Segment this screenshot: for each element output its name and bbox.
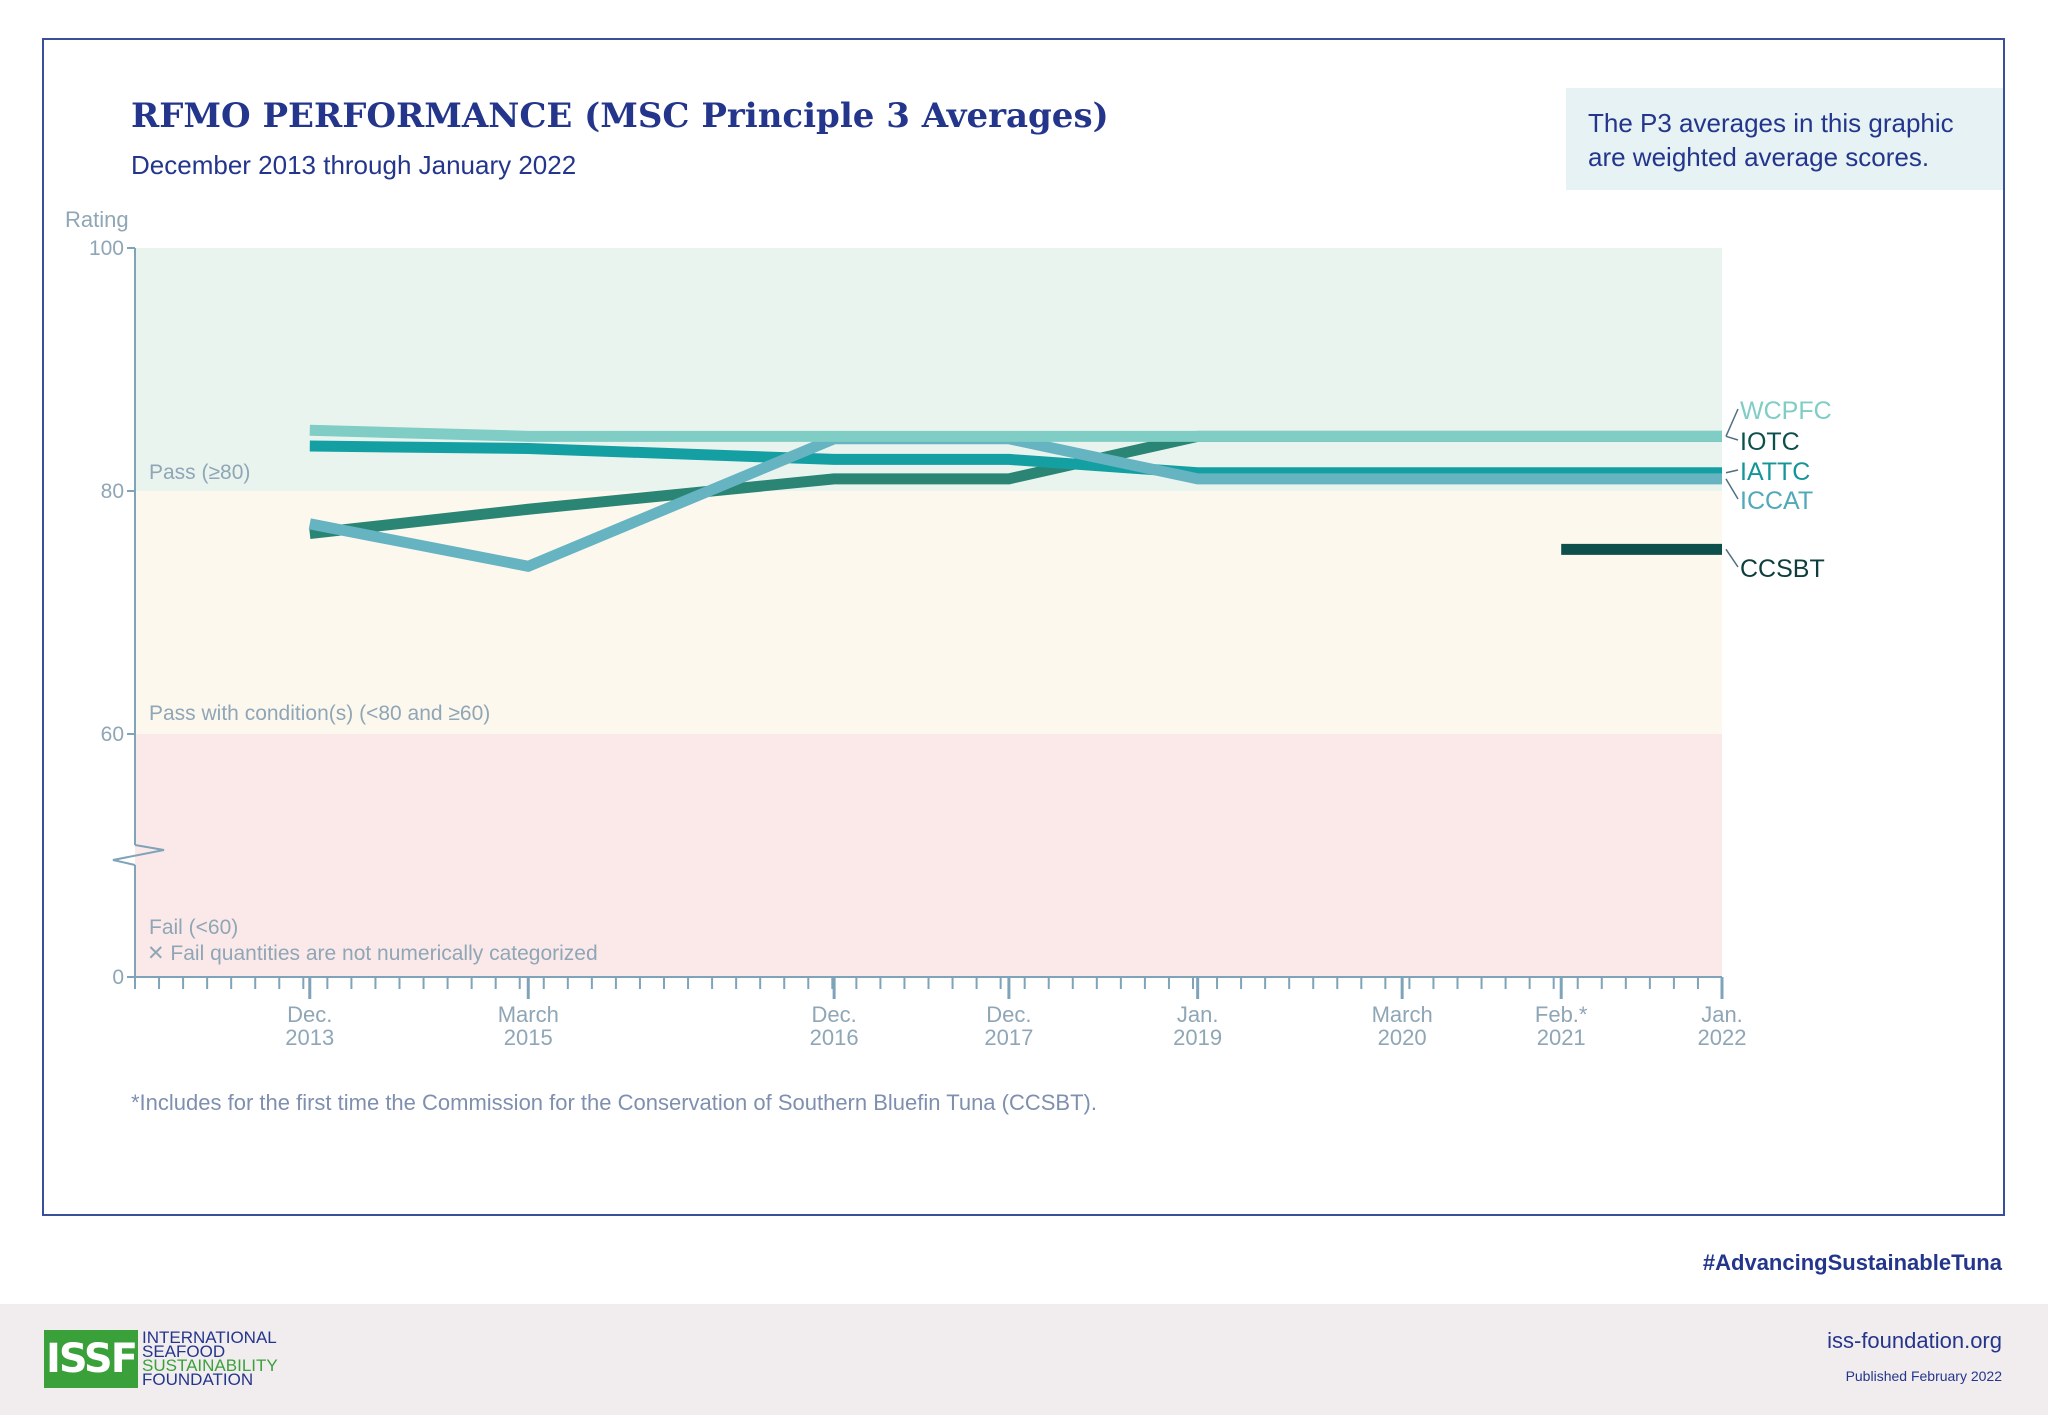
x-tick-label: 2019 [1173,1025,1222,1050]
published-date: Published February 2022 [1845,1368,2002,1384]
chart-frame [42,38,2005,1216]
x-tick-label: 2017 [984,1025,1033,1050]
logo-line: SUSTAINABILITY [142,1356,278,1375]
note-box: The P3 averages in this graphic are weig… [1566,88,2003,190]
x-tick-label: 2020 [1378,1025,1427,1050]
note-text: The P3 averages in this graphic are weig… [1588,108,1954,172]
logo-line: SEAFOOD [142,1342,226,1361]
band-1 [135,491,1722,734]
series-line-wcpfc [309,424,1722,442]
x-tick-label: Dec. [287,1002,332,1027]
x-tick-label: March [498,1002,559,1027]
footnote: *Includes for the first time the Commiss… [131,1090,1097,1115]
y-tick-label: 80 [101,480,124,503]
footer: ISSF INTERNATIONAL SEAFOOD SUSTAINABILIT… [0,1304,2048,1415]
rating-bands: Pass (≥80) Pass with condition(s) (<80 an… [135,248,1722,977]
leader-line [1725,435,1739,441]
chart-subtitle: December 2013 through January 2022 [131,150,577,180]
y-tick-label: 0 [112,966,124,989]
axes: Rating10080600Dec.2013March2015Dec.2016D… [65,207,1746,1050]
logo-wordmark: INTERNATIONAL SEAFOOD SUSTAINABILITY FOU… [142,1328,278,1389]
x-tick-label: 2016 [810,1025,859,1050]
line-chart: Pass (≥80) Pass with condition(s) (<80 an… [65,207,1832,1050]
logo-line: FOUNDATION [142,1370,254,1389]
x-tick-label: 2013 [285,1025,334,1050]
x-tick-label: Dec. [811,1002,856,1027]
x-tick-label: 2022 [1698,1025,1747,1050]
series-label: IOTC [1740,428,1800,456]
chart-title: RFMO PERFORMANCE (MSC Principle 3 Averag… [131,96,1109,136]
y-axis-title: Rating [65,207,129,232]
x-tick-label: Jan. [1701,1002,1743,1027]
x-tick-label: Jan. [1177,1002,1219,1027]
series-label: IATTC [1740,458,1810,486]
website-link[interactable]: iss-foundation.org [1827,1328,2002,1353]
x-tick-label: Dec. [986,1002,1031,1027]
series-line-iccat [308,433,1722,572]
x-tick-label: March [1372,1002,1433,1027]
y-tick-label: 60 [101,723,124,746]
y-axis-break [112,844,165,866]
leader-line [1725,469,1739,474]
logo-mark: ISSF [44,1330,138,1388]
y-tick-label: 100 [89,237,124,260]
band-2 [135,734,1722,977]
fail-note: ✕ Fail quantities are not numerically ca… [147,942,598,965]
series-line-iattc [309,440,1722,479]
band-label-fail: Fail (<60) [149,916,238,939]
x-tick-label: 2015 [504,1025,553,1050]
x-tick-label: 2021 [1537,1025,1586,1050]
series-lines [308,424,1722,572]
leader-line [1725,548,1739,568]
issf-logo[interactable]: ISSF INTERNATIONAL SEAFOOD SUSTAINABILIT… [44,1328,278,1389]
logo-line: INTERNATIONAL [142,1328,277,1347]
band-label-pass: Pass (≥80) [149,461,250,484]
hashtag: #AdvancingSustainableTuna [1702,1250,2002,1275]
series-label: ICCAT [1740,487,1813,515]
x-tick-label: Feb.* [1535,1002,1588,1027]
band-label-conditional: Pass with condition(s) (<80 and ≥60) [149,702,490,725]
leader-line [1725,478,1739,500]
series-label: CCSBT [1740,555,1825,583]
series-label: WCPFC [1740,397,1832,425]
leader-line [1725,408,1739,437]
